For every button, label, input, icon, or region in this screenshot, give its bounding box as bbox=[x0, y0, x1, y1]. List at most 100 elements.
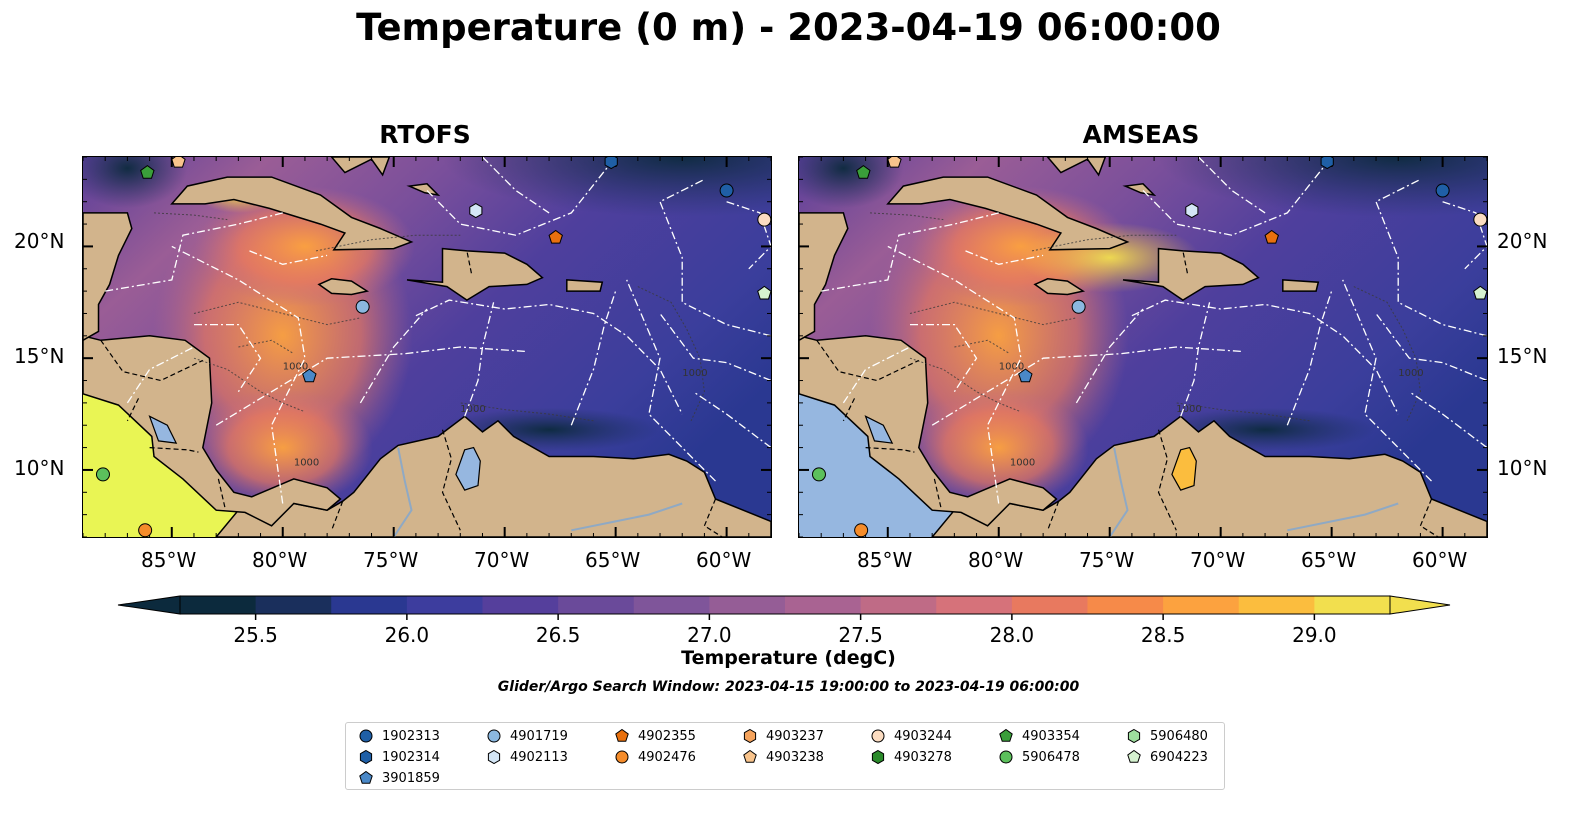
land-bahamas bbox=[1046, 157, 1107, 177]
contour-label: 1000 bbox=[1010, 457, 1035, 468]
land-bahamas bbox=[330, 157, 391, 177]
eez-boundary bbox=[1375, 178, 1487, 337]
search-window-text: Glider/Argo Search Window: 2023-04-15 19… bbox=[497, 679, 1080, 695]
legend-label: 4903237 bbox=[766, 728, 824, 744]
country-border bbox=[100, 339, 204, 382]
float-marker-4902355 bbox=[1264, 229, 1279, 244]
panel-title-rtofs: RTOFS bbox=[379, 120, 471, 149]
map-amseas[interactable]: 1000 1000 1000 1000 bbox=[798, 156, 1488, 538]
colorbar-extend-max bbox=[1389, 595, 1451, 615]
lat-tick-label: 10°N bbox=[14, 456, 65, 480]
eez-boundary bbox=[692, 391, 771, 449]
country-border bbox=[865, 447, 915, 453]
land-yucatan bbox=[83, 212, 133, 342]
legend-marker-circle bbox=[359, 729, 373, 743]
colorbar-segment bbox=[1011, 596, 1088, 614]
legend-symbol bbox=[743, 749, 757, 763]
land-centAm bbox=[799, 335, 1058, 527]
figure-title: Temperature (0 m) - 2023-04-19 06:00:00 bbox=[356, 6, 1221, 49]
land-yucatan bbox=[799, 212, 849, 342]
colorbar: 25.5 26.0 26.5 27.0 27.5 28.0 28.5 29.0 bbox=[117, 595, 1451, 646]
eez-boundary bbox=[931, 346, 1243, 426]
legend-symbol bbox=[999, 750, 1013, 764]
country-border bbox=[703, 498, 723, 537]
bathy-contour bbox=[315, 234, 461, 252]
map-rtofs[interactable]: 1000 1000 1000 1000 bbox=[82, 156, 772, 538]
legend-entry-6904223: 6904223 bbox=[1126, 747, 1208, 767]
eez-boundary bbox=[1442, 201, 1487, 270]
legend-label: 5906480 bbox=[1150, 728, 1208, 744]
legend-symbol bbox=[999, 728, 1013, 742]
eez-boundary bbox=[1131, 299, 1399, 415]
legend-marker-circle bbox=[999, 750, 1013, 764]
country-border bbox=[1047, 500, 1060, 531]
eez-boundary bbox=[426, 157, 617, 236]
legend-entry-4903354: 4903354 bbox=[998, 726, 1080, 746]
country-border bbox=[1182, 250, 1188, 274]
legend-marker-pentagon bbox=[359, 770, 373, 784]
colorbar-tick-label: 28.5 bbox=[1141, 623, 1186, 646]
float-marker-6904223 bbox=[1473, 285, 1487, 300]
colorbar-segment bbox=[406, 596, 483, 614]
eez-boundary bbox=[105, 212, 283, 292]
eez-boundary bbox=[171, 245, 306, 504]
eez-boundary bbox=[464, 302, 495, 417]
legend-marker-hexagon bbox=[871, 749, 885, 765]
lon-tick-label: 75°W bbox=[1079, 548, 1135, 572]
bathy-contour bbox=[909, 301, 1077, 326]
float-marker-6904223 bbox=[757, 285, 771, 300]
float-marker-4903244 bbox=[757, 212, 771, 227]
lat-tick-label: 10°N bbox=[1497, 456, 1548, 480]
float-marker-5906478 bbox=[95, 467, 110, 482]
country-border bbox=[149, 447, 199, 453]
legend-entry-4903278: 4903278 bbox=[870, 747, 952, 767]
lon-tick-label: 85°W bbox=[857, 548, 913, 572]
land-cuba bbox=[886, 176, 1130, 251]
bathy-contour bbox=[153, 212, 228, 221]
legend-label: 4902476 bbox=[638, 749, 696, 765]
bathy-contour bbox=[193, 301, 361, 326]
legend-entry-1902313: 1902313 bbox=[358, 726, 440, 746]
legend-entry-5906478: 5906478 bbox=[998, 747, 1080, 767]
colorbar-segment bbox=[558, 596, 635, 614]
colorbar-segment bbox=[1314, 596, 1391, 614]
colorbar-segment bbox=[482, 596, 559, 614]
colorbar-tick-label: 28.0 bbox=[990, 623, 1035, 646]
land-jamaica bbox=[317, 278, 370, 296]
legend-symbol bbox=[359, 770, 373, 784]
lon-tick-label: 70°W bbox=[474, 548, 530, 572]
lon-tick-label: 70°W bbox=[1190, 548, 1246, 572]
lon-tick-label: 80°W bbox=[968, 548, 1024, 572]
country-border bbox=[816, 339, 920, 382]
land-jamaica bbox=[1033, 278, 1086, 296]
bathy-contour bbox=[954, 339, 1011, 355]
eez-boundary bbox=[215, 346, 527, 426]
legend-entry-4903238: 4903238 bbox=[742, 747, 824, 767]
country-border bbox=[933, 478, 942, 509]
warm-water bbox=[192, 387, 373, 508]
eez-boundary bbox=[415, 299, 683, 415]
eez-boundary bbox=[1142, 157, 1333, 236]
eez-boundary bbox=[570, 290, 617, 426]
river bbox=[1287, 502, 1399, 532]
bathy-contour bbox=[1031, 234, 1177, 252]
legend-symbol bbox=[615, 728, 629, 742]
eez-boundary bbox=[626, 279, 716, 482]
colorbar-segment bbox=[860, 596, 937, 614]
warm-water bbox=[908, 387, 1089, 508]
float-marker-4903238 bbox=[887, 157, 902, 168]
warm-water bbox=[194, 186, 415, 307]
float-marker-4902355 bbox=[548, 229, 563, 244]
lon-tick-label: 60°W bbox=[696, 548, 752, 572]
colorbar-tick-label: 26.5 bbox=[536, 623, 581, 646]
legend-symbol bbox=[871, 749, 885, 765]
legend-symbol bbox=[1127, 749, 1141, 763]
legend: 1902313 1902314 3901859 4901719 4902113 49023… bbox=[345, 722, 1225, 790]
float-marker-4902113 bbox=[1185, 203, 1199, 219]
map-rtofs-canvas: 1000 1000 1000 1000 bbox=[83, 157, 771, 537]
legend-entry-4902355: 4902355 bbox=[614, 726, 696, 746]
contour-label: 1000 bbox=[999, 361, 1024, 372]
lon-tick-label: 65°W bbox=[1301, 548, 1357, 572]
legend-symbol bbox=[359, 729, 373, 743]
pacific-region bbox=[83, 393, 283, 537]
